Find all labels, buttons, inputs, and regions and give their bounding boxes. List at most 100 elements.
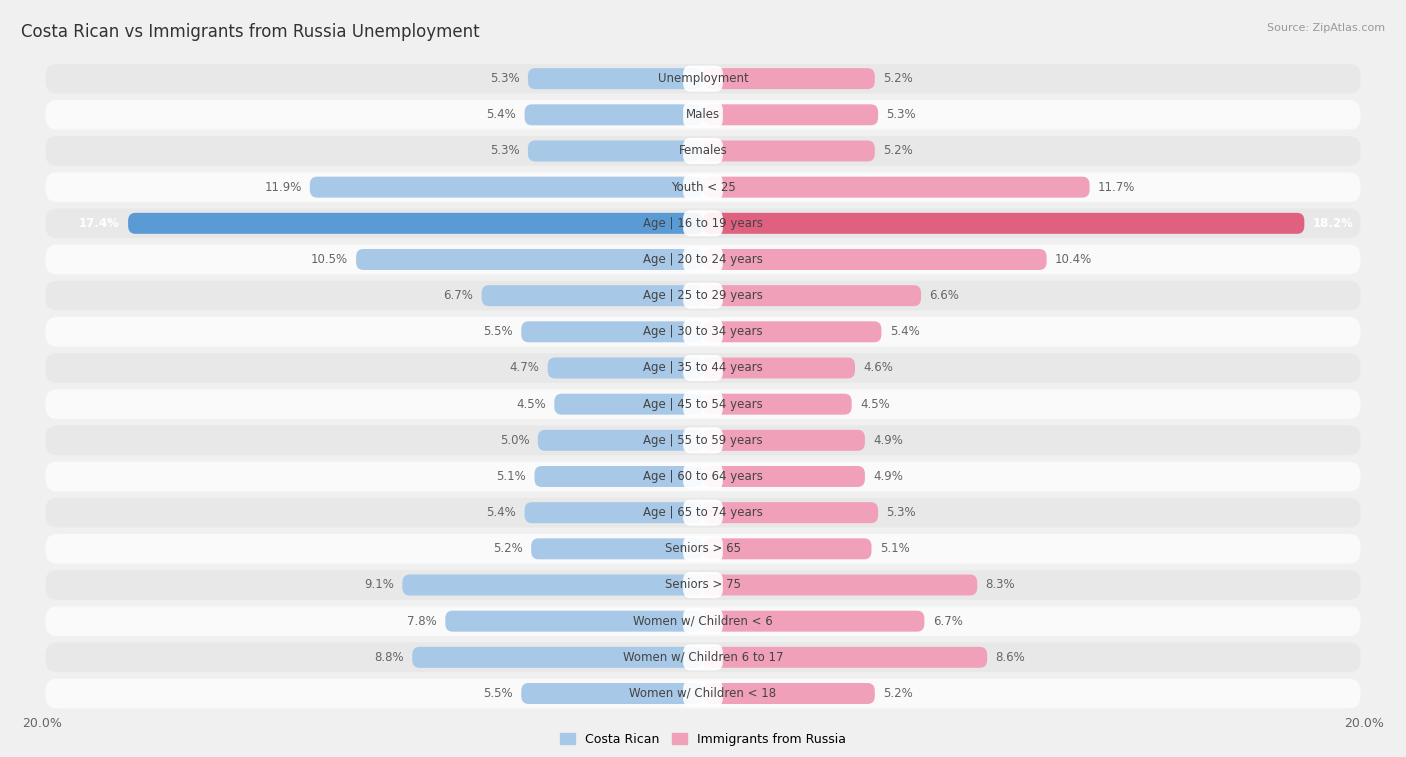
Text: 5.2%: 5.2% <box>883 72 912 85</box>
FancyBboxPatch shape <box>683 174 723 200</box>
Text: Age | 20 to 24 years: Age | 20 to 24 years <box>643 253 763 266</box>
FancyBboxPatch shape <box>309 176 703 198</box>
FancyBboxPatch shape <box>534 466 703 487</box>
FancyBboxPatch shape <box>703 394 852 415</box>
Text: Source: ZipAtlas.com: Source: ZipAtlas.com <box>1267 23 1385 33</box>
Text: 5.0%: 5.0% <box>501 434 530 447</box>
FancyBboxPatch shape <box>527 141 703 161</box>
FancyBboxPatch shape <box>683 210 723 236</box>
FancyBboxPatch shape <box>703 357 855 378</box>
FancyBboxPatch shape <box>45 679 1361 709</box>
FancyBboxPatch shape <box>527 68 703 89</box>
Text: Unemployment: Unemployment <box>658 72 748 85</box>
FancyBboxPatch shape <box>683 247 723 273</box>
Text: 4.9%: 4.9% <box>873 434 903 447</box>
FancyBboxPatch shape <box>703 249 1046 270</box>
FancyBboxPatch shape <box>703 466 865 487</box>
Text: 4.9%: 4.9% <box>873 470 903 483</box>
Text: Age | 30 to 34 years: Age | 30 to 34 years <box>643 326 763 338</box>
FancyBboxPatch shape <box>45 570 1361 600</box>
FancyBboxPatch shape <box>522 321 703 342</box>
Text: 5.3%: 5.3% <box>886 108 915 121</box>
FancyBboxPatch shape <box>45 100 1361 129</box>
FancyBboxPatch shape <box>703 683 875 704</box>
Text: 4.5%: 4.5% <box>860 397 890 410</box>
FancyBboxPatch shape <box>45 389 1361 419</box>
Text: 7.8%: 7.8% <box>408 615 437 628</box>
FancyBboxPatch shape <box>683 644 723 671</box>
FancyBboxPatch shape <box>703 538 872 559</box>
Text: Age | 65 to 74 years: Age | 65 to 74 years <box>643 506 763 519</box>
Text: Women w/ Children < 6: Women w/ Children < 6 <box>633 615 773 628</box>
FancyBboxPatch shape <box>128 213 703 234</box>
FancyBboxPatch shape <box>703 575 977 596</box>
FancyBboxPatch shape <box>683 500 723 525</box>
Text: 5.2%: 5.2% <box>494 542 523 556</box>
FancyBboxPatch shape <box>45 173 1361 202</box>
Text: Age | 60 to 64 years: Age | 60 to 64 years <box>643 470 763 483</box>
FancyBboxPatch shape <box>45 606 1361 636</box>
Text: Age | 25 to 29 years: Age | 25 to 29 years <box>643 289 763 302</box>
FancyBboxPatch shape <box>703 611 924 631</box>
FancyBboxPatch shape <box>482 285 703 306</box>
FancyBboxPatch shape <box>45 136 1361 166</box>
Text: 17.4%: 17.4% <box>79 217 120 230</box>
FancyBboxPatch shape <box>703 430 865 451</box>
FancyBboxPatch shape <box>703 285 921 306</box>
Text: 5.4%: 5.4% <box>486 108 516 121</box>
FancyBboxPatch shape <box>683 681 723 706</box>
Text: Costa Rican vs Immigrants from Russia Unemployment: Costa Rican vs Immigrants from Russia Un… <box>21 23 479 41</box>
FancyBboxPatch shape <box>45 425 1361 455</box>
FancyBboxPatch shape <box>412 646 703 668</box>
FancyBboxPatch shape <box>683 138 723 164</box>
Text: 10.5%: 10.5% <box>311 253 347 266</box>
Text: 5.2%: 5.2% <box>883 687 912 700</box>
FancyBboxPatch shape <box>554 394 703 415</box>
Text: 5.2%: 5.2% <box>883 145 912 157</box>
Text: 5.3%: 5.3% <box>886 506 915 519</box>
FancyBboxPatch shape <box>45 317 1361 347</box>
Text: 5.5%: 5.5% <box>484 326 513 338</box>
Text: Youth < 25: Youth < 25 <box>671 181 735 194</box>
Text: 6.6%: 6.6% <box>929 289 959 302</box>
FancyBboxPatch shape <box>402 575 703 596</box>
FancyBboxPatch shape <box>703 646 987 668</box>
Text: Age | 35 to 44 years: Age | 35 to 44 years <box>643 362 763 375</box>
Text: Seniors > 65: Seniors > 65 <box>665 542 741 556</box>
FancyBboxPatch shape <box>522 683 703 704</box>
Legend: Costa Rican, Immigrants from Russia: Costa Rican, Immigrants from Russia <box>555 728 851 751</box>
FancyBboxPatch shape <box>45 354 1361 383</box>
Text: 6.7%: 6.7% <box>932 615 963 628</box>
FancyBboxPatch shape <box>537 430 703 451</box>
FancyBboxPatch shape <box>703 68 875 89</box>
Text: 9.1%: 9.1% <box>364 578 394 591</box>
Text: 11.9%: 11.9% <box>264 181 301 194</box>
Text: 8.6%: 8.6% <box>995 651 1025 664</box>
FancyBboxPatch shape <box>45 208 1361 238</box>
FancyBboxPatch shape <box>703 104 879 126</box>
Text: 18.2%: 18.2% <box>1313 217 1354 230</box>
Text: 8.3%: 8.3% <box>986 578 1015 591</box>
FancyBboxPatch shape <box>356 249 703 270</box>
FancyBboxPatch shape <box>683 355 723 381</box>
FancyBboxPatch shape <box>683 66 723 92</box>
FancyBboxPatch shape <box>703 213 1305 234</box>
Text: Females: Females <box>679 145 727 157</box>
Text: 11.7%: 11.7% <box>1098 181 1135 194</box>
FancyBboxPatch shape <box>45 64 1361 93</box>
FancyBboxPatch shape <box>703 141 875 161</box>
FancyBboxPatch shape <box>446 611 703 631</box>
FancyBboxPatch shape <box>45 245 1361 274</box>
FancyBboxPatch shape <box>45 498 1361 528</box>
FancyBboxPatch shape <box>45 643 1361 672</box>
FancyBboxPatch shape <box>683 427 723 453</box>
FancyBboxPatch shape <box>683 463 723 490</box>
Text: 6.7%: 6.7% <box>443 289 474 302</box>
Text: 4.7%: 4.7% <box>509 362 540 375</box>
Text: 5.4%: 5.4% <box>486 506 516 519</box>
FancyBboxPatch shape <box>683 282 723 309</box>
Text: Age | 45 to 54 years: Age | 45 to 54 years <box>643 397 763 410</box>
Text: 5.1%: 5.1% <box>496 470 526 483</box>
FancyBboxPatch shape <box>703 176 1090 198</box>
FancyBboxPatch shape <box>703 321 882 342</box>
